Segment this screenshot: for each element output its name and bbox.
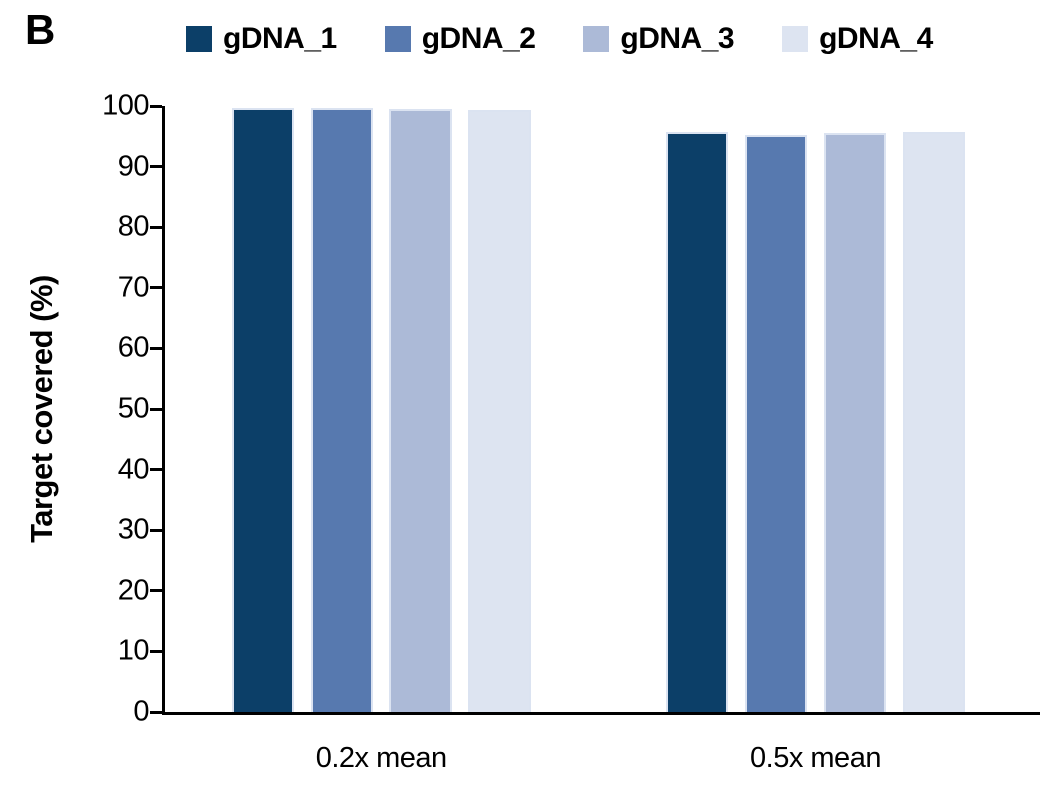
y-axis-tick-100 — [150, 104, 162, 108]
legend-item-gdna-3: gDNA_3 — [583, 22, 735, 56]
y-axis-tick-70 — [150, 286, 162, 290]
bar-gdna-4-0-5x-mean — [902, 131, 965, 712]
legend-swatch-gdna-4 — [782, 26, 809, 52]
y-axis-tick-50 — [150, 407, 162, 411]
bar-gdna-4-0-2x-mean — [468, 109, 531, 712]
y-tick-label-50: 50 — [117, 392, 150, 425]
x-category-label-0-5x-mean: 0.5x mean — [750, 742, 881, 774]
bar-gdna-3-0-5x-mean — [823, 132, 887, 712]
legend-swatch-gdna-1 — [186, 26, 212, 52]
y-tick-label-100: 100 — [102, 89, 149, 122]
legend-item-gdna-1: gDNA_1 — [186, 22, 337, 56]
bar-group-0-2x-mean — [231, 107, 531, 712]
y-tick-label-20: 20 — [117, 574, 150, 607]
bar-gdna-1-0-2x-mean — [231, 107, 295, 712]
legend-swatch-gdna-3 — [583, 26, 610, 52]
bar-gdna-2-0-5x-mean — [744, 135, 808, 712]
y-axis-tick-10 — [150, 649, 162, 653]
legend-item-gdna-4: gDNA_4 — [782, 22, 933, 56]
x-axis-line — [162, 712, 1040, 715]
legend-label-gdna-1: gDNA_1 — [223, 22, 337, 55]
y-axis-tick-40 — [150, 468, 162, 472]
y-tick-label-70: 70 — [117, 271, 150, 304]
bar-group-0-5x-mean — [666, 131, 965, 712]
legend-item-gdna-2: gDNA_2 — [384, 22, 536, 56]
y-tick-label-60: 60 — [117, 331, 150, 364]
y-axis-line — [162, 106, 165, 715]
bar-gdna-3-0-2x-mean — [389, 109, 452, 712]
y-tick-label-10: 10 — [117, 634, 150, 667]
y-tick-label-80: 80 — [117, 210, 150, 243]
y-tick-label-40: 40 — [117, 453, 150, 486]
y-axis-tick-0 — [150, 710, 162, 714]
legend-swatch-gdna-2 — [384, 26, 411, 52]
y-axis-tick-80 — [150, 225, 162, 229]
bar-gdna-1-0-5x-mean — [666, 132, 729, 712]
legend-label-gdna-2: gDNA_2 — [421, 22, 536, 55]
bar-gdna-2-0-2x-mean — [310, 108, 373, 712]
chart-legend: gDNA_1 gDNA_2 gDNA_3 gDNA_4 — [186, 22, 933, 56]
y-axis-title: Target covered (%) — [24, 275, 59, 543]
x-category-label-0-2x-mean: 0.2x mean — [315, 742, 447, 774]
y-axis-tick-30 — [150, 528, 162, 532]
y-axis-tick-60 — [150, 346, 162, 350]
panel-label: B — [25, 6, 55, 53]
legend-label-gdna-3: gDNA_3 — [620, 22, 735, 55]
y-tick-label-0: 0 — [133, 695, 149, 728]
y-axis-tick-90 — [150, 165, 162, 169]
plot-area — [150, 104, 1040, 715]
legend-label-gdna-4: gDNA_4 — [819, 22, 933, 55]
y-tick-label-30: 30 — [117, 513, 150, 546]
y-tick-label-90: 90 — [117, 150, 150, 183]
y-axis-tick-20 — [150, 589, 162, 593]
